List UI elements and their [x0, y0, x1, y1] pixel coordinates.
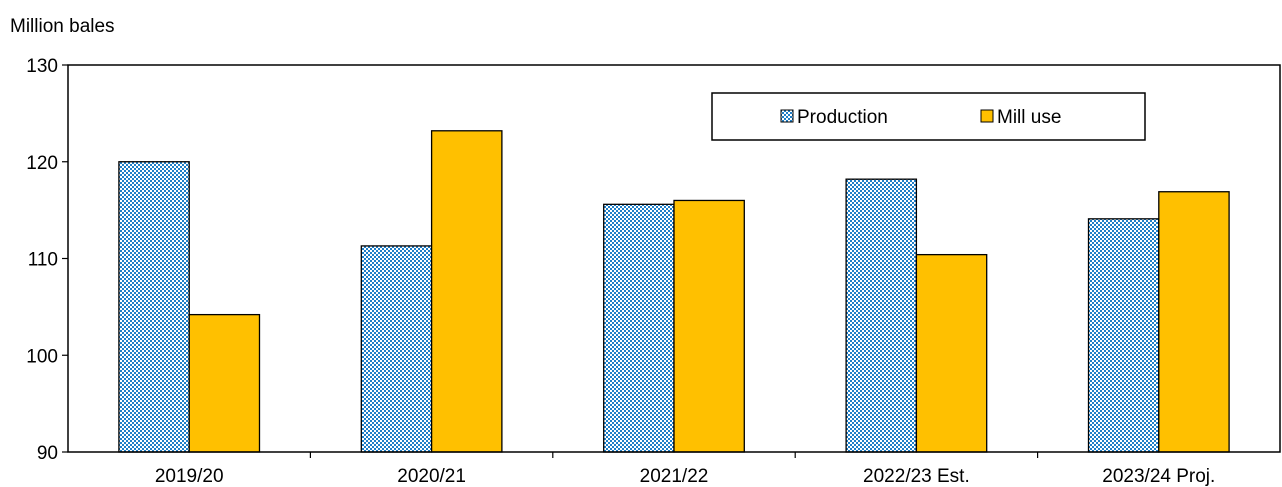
y-tick-label: 130 — [26, 56, 58, 77]
bar-mill-use — [188, 313, 261, 453]
legend-production-label: Production — [797, 107, 888, 128]
legend-mill-use-label: Mill use — [997, 107, 1061, 128]
bar-production — [118, 161, 190, 453]
x-axis-ticks: 2019/20 2020/21 2021/22 2022/23 Est. 2023/24… — [155, 452, 1215, 487]
bar-production — [360, 245, 433, 453]
x-tick-label: 2019/20 — [155, 466, 224, 487]
y-axis-ticks: 90 100 110 120 130 — [26, 56, 68, 464]
legend-production-swatch — [780, 109, 794, 123]
bar-production — [603, 203, 675, 453]
bar-mill-use — [673, 199, 745, 453]
x-tick-label: 2021/22 — [640, 466, 709, 487]
plot-area-frame — [67, 64, 1281, 453]
y-axis-label: Million bales — [10, 16, 115, 37]
legend-box — [711, 92, 1146, 141]
bar-production — [1087, 218, 1160, 453]
bar-mill-use — [1158, 191, 1230, 453]
legend: Production Mill use — [711, 92, 1146, 141]
y-tick-label: 110 — [28, 250, 58, 271]
x-tick-label: 2023/24 Proj. — [1102, 466, 1215, 487]
y-tick-label: 100 — [26, 346, 58, 367]
bars — [118, 130, 1230, 453]
bar-production — [845, 178, 918, 453]
bar-mill-use — [915, 253, 988, 453]
legend-mill-use-swatch — [980, 109, 994, 123]
bar-mill-use — [430, 130, 503, 453]
y-tick-label: 120 — [26, 153, 58, 174]
x-tick-label: 2020/21 — [397, 466, 466, 487]
x-tick-label: 2022/23 Est. — [863, 466, 970, 487]
y-tick-label: 90 — [37, 443, 58, 464]
